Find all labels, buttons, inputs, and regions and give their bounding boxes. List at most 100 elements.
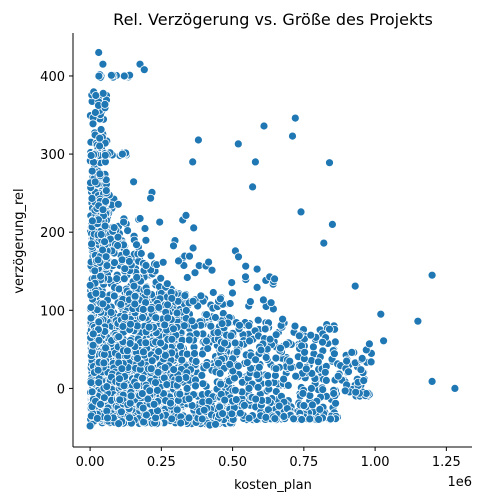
data-point (216, 379, 226, 389)
data-point (96, 230, 106, 239)
data-point (153, 367, 163, 377)
data-point (376, 309, 386, 319)
data-point (245, 336, 254, 346)
data-point (88, 340, 98, 350)
data-point (146, 251, 156, 261)
y-ticks: 0 100 200 300 400 (40, 70, 73, 397)
data-point (182, 273, 192, 282)
data-point (196, 291, 206, 301)
data-point (121, 247, 131, 257)
data-point (163, 313, 173, 323)
data-point (265, 334, 275, 344)
y-tick-label: 0 (57, 382, 65, 397)
data-point (138, 403, 148, 413)
data-point (242, 358, 252, 368)
data-point (319, 238, 329, 248)
data-point (94, 335, 104, 345)
data-point (113, 232, 123, 242)
data-point (331, 398, 341, 408)
data-point (141, 338, 151, 348)
data-point (166, 398, 175, 408)
data-point (364, 339, 374, 349)
data-point (253, 315, 263, 325)
data-point (101, 186, 111, 196)
data-point (136, 249, 146, 258)
data-point (231, 395, 241, 405)
data-point (233, 361, 243, 371)
data-point (160, 363, 170, 373)
data-point (101, 196, 110, 206)
data-point (305, 414, 315, 424)
data-point (113, 199, 123, 209)
data-point (197, 370, 207, 380)
data-point (210, 313, 220, 322)
data-point (118, 149, 127, 159)
data-point (181, 210, 191, 220)
data-point (117, 407, 126, 417)
data-point (125, 398, 135, 408)
data-point (88, 216, 97, 226)
data-point (185, 251, 194, 261)
data-point (263, 405, 273, 415)
data-point (230, 338, 240, 348)
data-point (109, 291, 119, 301)
data-point (113, 241, 122, 250)
data-point (285, 356, 295, 366)
data-point (95, 133, 105, 143)
data-point (359, 376, 369, 386)
data-point (125, 413, 134, 423)
data-point (220, 395, 230, 405)
data-point (112, 274, 122, 284)
data-point (99, 358, 109, 368)
data-point (138, 313, 147, 322)
data-point (270, 414, 280, 424)
data-point (85, 280, 95, 290)
data-point (204, 257, 214, 267)
data-point (217, 319, 227, 329)
data-point (94, 71, 104, 81)
data-point (227, 409, 237, 419)
data-point (213, 358, 223, 368)
data-point (356, 365, 366, 375)
data-point (92, 413, 102, 423)
data-point (234, 252, 243, 262)
data-point (342, 356, 352, 366)
data-point (290, 113, 300, 123)
data-point (87, 193, 97, 203)
data-point (330, 337, 340, 347)
data-point (203, 344, 213, 353)
data-point (123, 346, 132, 356)
data-point (101, 175, 111, 185)
data-point (197, 414, 207, 424)
data-point (283, 380, 293, 390)
data-point (123, 226, 132, 236)
data-point (114, 419, 123, 429)
data-point (213, 328, 223, 337)
data-point (174, 374, 184, 384)
data-point (162, 380, 172, 390)
data-point (90, 266, 100, 276)
data-point (271, 353, 281, 363)
x-tick-label: 0.50 (218, 455, 247, 470)
data-point (289, 414, 299, 424)
data-point (306, 330, 316, 340)
data-point (188, 157, 198, 167)
data-point (235, 408, 245, 418)
data-point (253, 382, 263, 392)
data-point (126, 319, 135, 329)
data-point (191, 357, 201, 366)
data-point (146, 193, 156, 203)
x-tick-label: 0.25 (147, 455, 176, 470)
data-point (202, 360, 212, 370)
data-point (263, 371, 273, 381)
data-point (327, 219, 337, 229)
data-point (320, 367, 330, 377)
data-point (184, 335, 194, 345)
data-point (156, 273, 166, 283)
data-point (232, 347, 242, 357)
x-tick-label: 1.25 (432, 455, 461, 470)
data-point (279, 412, 289, 421)
data-point (297, 415, 307, 424)
data-point (132, 381, 142, 391)
data-point (151, 378, 160, 388)
